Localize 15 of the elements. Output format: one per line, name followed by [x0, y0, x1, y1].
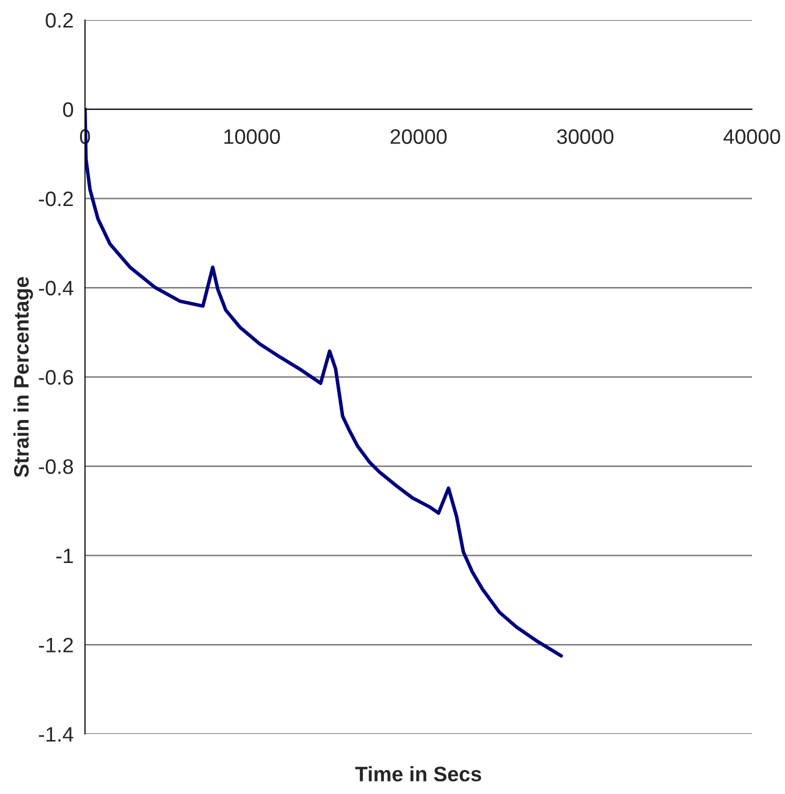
- y-tick-label: -0.2: [38, 192, 73, 206]
- x-tick-label: 10000: [224, 129, 280, 144]
- y-tick-label: -1.2: [38, 638, 73, 652]
- x-axis-title: Time in Secs: [355, 766, 482, 782]
- x-tick-label: 30000: [557, 129, 614, 144]
- x-tick-label: 20000: [390, 129, 447, 144]
- y-tick-label: 0: [63, 102, 74, 118]
- y-tick-label: -0.8: [38, 459, 73, 474]
- y-axis-title: Strain in Percentage: [13, 276, 33, 478]
- y-tick-label: -1.4: [38, 727, 74, 742]
- y-tick-label: -0.6: [38, 370, 73, 385]
- y-tick-label: -0.4: [38, 280, 74, 296]
- x-tick-label: 40000: [724, 129, 780, 144]
- y-tick-label: 0.2: [46, 13, 73, 28]
- y-tick-label: -1: [56, 548, 73, 564]
